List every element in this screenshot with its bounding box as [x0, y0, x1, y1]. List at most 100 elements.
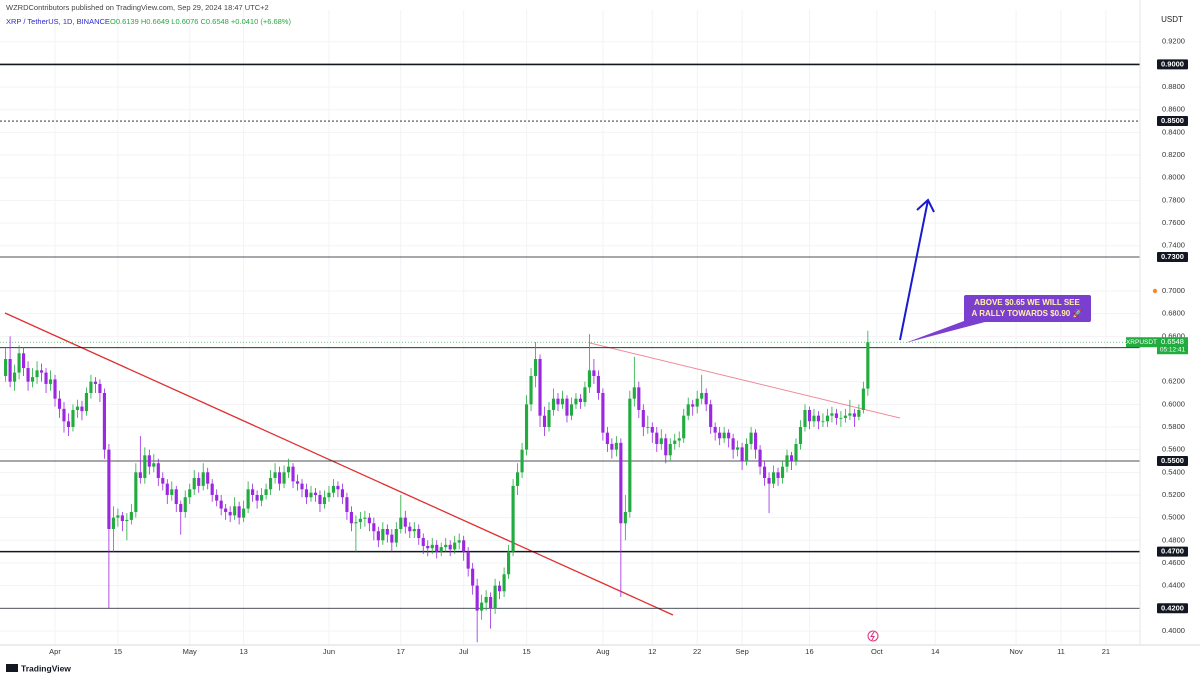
candle-body: [641, 409, 645, 427]
level-label: 0.4700: [1161, 547, 1184, 556]
candle-body: [206, 472, 210, 484]
y-tick-label: 0.9200: [1162, 37, 1185, 46]
x-tick-label: 17: [397, 647, 405, 656]
candle-body: [269, 477, 273, 490]
candle-body: [601, 392, 605, 433]
candle-body: [161, 477, 165, 484]
x-tick-label: May: [183, 647, 197, 656]
candle-body: [677, 438, 681, 441]
y-tick-label: 0.5600: [1162, 445, 1185, 454]
x-tick-label: Nov: [1009, 647, 1023, 656]
candle-body: [260, 494, 264, 501]
candle-body: [336, 485, 340, 490]
candle-body: [102, 392, 106, 450]
candle-body: [394, 528, 398, 543]
candle-body: [439, 547, 443, 552]
x-tick-label: 14: [931, 647, 939, 656]
event-icon-bolt: [870, 631, 875, 641]
candle-body: [646, 426, 650, 428]
candle-body: [417, 528, 421, 539]
y-tick-label: 0.8600: [1162, 105, 1185, 114]
candle-body: [219, 500, 223, 509]
candle-body: [309, 492, 313, 498]
candle-body: [8, 359, 12, 382]
candle-body: [830, 413, 834, 416]
candle-body: [511, 485, 515, 552]
candle-body: [736, 447, 740, 450]
y-tick-label: 0.6600: [1162, 331, 1185, 340]
candle-body: [313, 492, 318, 495]
publisher: WZRDContributors published on TradingVie…: [6, 3, 269, 12]
candle-body: [825, 415, 830, 422]
candle-body: [453, 542, 457, 550]
callout-box: [964, 295, 1091, 322]
candle-body: [286, 466, 291, 473]
candle-body: [816, 415, 821, 422]
candle-body: [789, 455, 794, 461]
y-tick-label: 0.6800: [1162, 309, 1185, 318]
candle-body: [529, 375, 533, 405]
candle-body: [80, 406, 84, 412]
level-label-box: [1157, 546, 1188, 557]
x-tick-label: 13: [239, 647, 247, 656]
candle-body: [560, 398, 565, 405]
candle-body: [471, 568, 475, 586]
arrow-head: [916, 198, 935, 213]
candle-body: [596, 375, 600, 393]
candle-body: [700, 392, 704, 399]
y-tick-label: 0.6000: [1162, 399, 1185, 408]
candle-body: [291, 466, 295, 482]
candle-body: [421, 538, 425, 546]
candle-body: [475, 585, 479, 611]
candle-body: [376, 531, 380, 541]
candle-body: [520, 449, 524, 473]
candle-body: [367, 517, 371, 524]
candle-body: [134, 472, 138, 512]
y-tick-label: 0.5000: [1162, 513, 1185, 522]
candle-body: [381, 528, 385, 541]
candle-body: [125, 519, 129, 522]
symbol: XRP / TetherUS, 1D, BINANCE: [6, 17, 110, 26]
candle-body: [331, 485, 336, 493]
symbol-box: [1126, 337, 1157, 348]
candle-body: [754, 432, 758, 450]
symbol-label: XRPUSDT: [1126, 339, 1157, 346]
callout-line: A RALLY TOWARDS $0.90 🚀: [972, 308, 1083, 318]
candle-body: [780, 466, 785, 478]
candle-body: [695, 398, 699, 407]
x-tick-label: Jul: [459, 647, 469, 656]
downtrend-line: [4, 312, 674, 616]
y-tick-label: 0.7600: [1162, 218, 1185, 227]
candle-body: [300, 483, 304, 490]
y-tick-label: 0.7000: [1162, 286, 1185, 295]
candle-body: [727, 432, 731, 439]
x-tick-label: 21: [1102, 647, 1110, 656]
candle-body: [682, 415, 686, 439]
candle-body: [349, 511, 353, 524]
candle-body: [237, 506, 241, 518]
y-tick-label: 0.6200: [1162, 377, 1185, 386]
candle-body: [794, 443, 798, 461]
candle-body: [866, 342, 870, 389]
candle-body: [547, 409, 551, 427]
level-label-box: [1157, 116, 1188, 127]
candle-body: [533, 359, 538, 376]
candle-body: [664, 438, 668, 456]
x-tick-label: Aug: [596, 647, 609, 656]
logo-mark: [6, 664, 18, 672]
candle-body: [758, 449, 762, 467]
x-tick-label: Apr: [49, 647, 61, 656]
candle-body: [713, 426, 717, 433]
candle-body: [89, 381, 93, 393]
candle-body: [605, 432, 609, 444]
candle-body: [430, 544, 434, 549]
candle-body: [798, 426, 803, 444]
candle-body: [66, 421, 71, 427]
candle-body: [776, 472, 780, 478]
footer-logo: TradingView: [6, 663, 71, 673]
candle-body: [358, 518, 362, 523]
candle-body: [632, 387, 636, 399]
candle-body: [399, 517, 403, 529]
candle-body: [659, 438, 663, 444]
